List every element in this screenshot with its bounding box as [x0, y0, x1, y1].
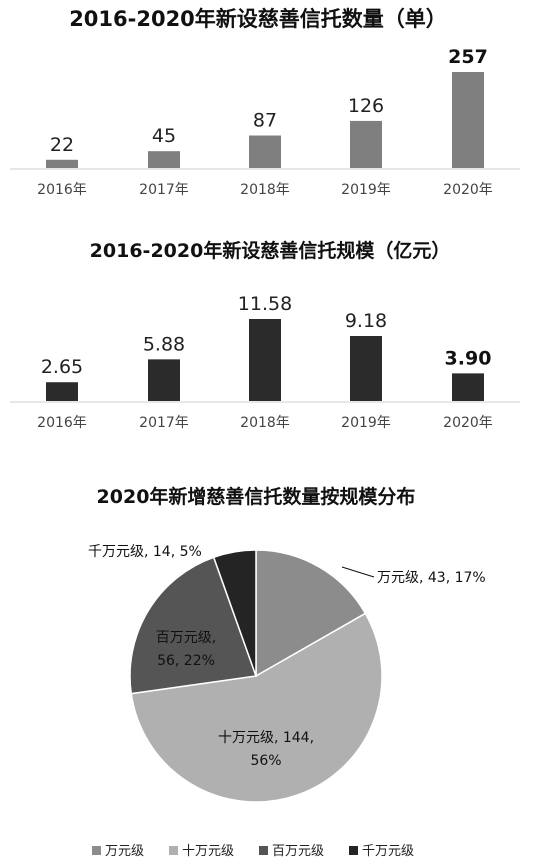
chart1-bar-2: [249, 135, 281, 168]
chart2-data-label-2: 11.58: [238, 293, 292, 315]
pie-label-baiwanyuan-line2: 56, 22%: [157, 653, 215, 669]
chart1-bar-1: [148, 151, 180, 168]
chart1-bar-4: [452, 72, 484, 168]
legend-swatch-1: [169, 846, 178, 855]
chart2-data-label-4: 3.90: [445, 347, 492, 369]
chart2-data-label-1: 5.88: [143, 333, 185, 355]
chart2-bar-4: [452, 373, 484, 401]
chart1-tick-label-0: 2016年: [37, 182, 87, 198]
legend-swatch-2: [259, 846, 268, 855]
pie-slice-1: [130, 612, 383, 803]
chart1-data-label-2: 87: [253, 110, 277, 132]
chart1-data-label-3: 126: [348, 95, 384, 117]
pie-label-wanyuan: 万元级, 43, 17%: [377, 570, 486, 586]
legend-label-0: 万元级: [105, 844, 144, 859]
chart1-tick-label-2: 2018年: [240, 182, 290, 198]
chart1-data-label-4: 257: [448, 46, 488, 68]
legend-swatch-3: [349, 846, 358, 855]
pie-slice-2: [129, 556, 258, 695]
pie-label-baiwanyuan-line1: 百万元级,: [156, 630, 216, 646]
chart2-data-label-3: 9.18: [345, 310, 387, 332]
chart2-bar-1: [148, 359, 180, 401]
chart1-tick-labels: 2016年 2017年 2018年 2019年 2020年: [37, 182, 493, 198]
chart1-tick-label-3: 2019年: [341, 182, 391, 198]
chart2-tick-label-3: 2019年: [341, 415, 391, 431]
chart3-legend: 万元级 十万元级 百万元级 千万元级: [92, 844, 414, 859]
pie-label-shiwanyuan-line2: 56%: [250, 753, 281, 769]
chart2-tick-label-4: 2020年: [443, 415, 493, 431]
chart2-bar-3: [350, 335, 382, 401]
chart3-pie: [129, 549, 383, 803]
chart1-tick-label-4: 2020年: [443, 182, 493, 198]
chart2-bars: 2.65 5.88 11.58 9.18 3.90: [41, 293, 492, 401]
chart1-data-label-1: 45: [152, 125, 176, 147]
chart1-bars: 22 45 87 126 257: [46, 46, 488, 168]
chart2-bar-0: [46, 382, 78, 401]
chart1-bar-0: [46, 159, 78, 168]
chart2-tick-labels: 2016年 2017年 2018年 2019年 2020年: [37, 415, 493, 431]
chart1-tick-label-1: 2017年: [139, 182, 189, 198]
legend-label-1: 十万元级: [182, 844, 234, 859]
chart2-data-label-0: 2.65: [41, 356, 83, 378]
chart2-title: 2016-2020年新设慈善信托规模（亿元）: [90, 239, 451, 262]
pie-label-qianwanyuan: 千万元级, 14, 5%: [88, 544, 202, 560]
chart2-bar-2: [249, 319, 281, 401]
chart3-title: 2020年新增慈善信托数量按规模分布: [97, 485, 416, 508]
pie-slice-0: [255, 549, 367, 678]
chart2-tick-label-1: 2017年: [139, 415, 189, 431]
chart2-tick-label-0: 2016年: [37, 415, 87, 431]
chart2-tick-label-2: 2018年: [240, 415, 290, 431]
pie-leader-line-wanyuan: [341, 566, 375, 578]
legend-swatch-0: [92, 846, 101, 855]
legend-label-2: 百万元级: [272, 844, 324, 859]
pie-slice-3: [212, 549, 257, 677]
chart1-data-label-0: 22: [50, 134, 74, 156]
legend-label-3: 千万元级: [362, 844, 414, 859]
pie-label-shiwanyuan-line1: 十万元级, 144,: [218, 730, 314, 746]
chart1-bar-3: [350, 120, 382, 168]
chart1-title: 2016-2020年新设慈善信托数量（单）: [69, 7, 447, 31]
